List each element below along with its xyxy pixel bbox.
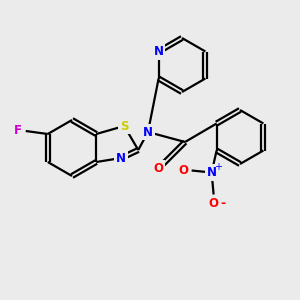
- Text: N: N: [143, 125, 153, 139]
- Text: O: O: [208, 197, 219, 210]
- Text: +: +: [214, 163, 222, 172]
- Text: N: N: [116, 152, 126, 164]
- Text: N: N: [154, 45, 164, 58]
- Text: F: F: [14, 124, 22, 137]
- Text: S: S: [120, 119, 128, 133]
- Text: N: N: [207, 166, 217, 179]
- Text: O: O: [178, 164, 189, 177]
- Text: O: O: [153, 161, 163, 175]
- Text: -: -: [220, 197, 225, 210]
